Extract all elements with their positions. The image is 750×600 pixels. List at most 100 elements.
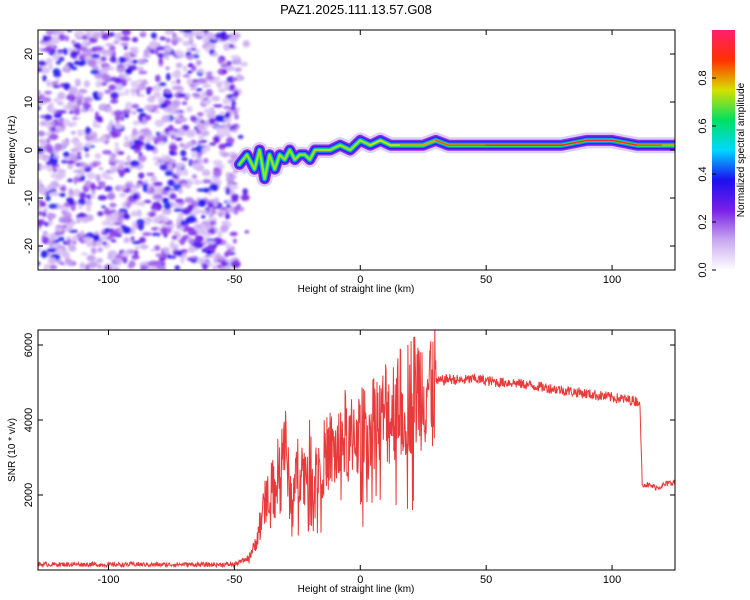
spectrogram-noise-speck [106,124,113,132]
spectrogram-noise-speck [131,92,136,97]
spectrogram-noise-speck [104,185,113,192]
spectrogram-noise-speck [38,153,42,161]
spectrogram-noise-speck [104,227,112,233]
spectrogram-noise-speck [72,157,79,163]
spectrogram-noise-speck [164,45,173,53]
spectrogram-noise-speck [85,232,95,239]
spectrogram-noise-speck [48,133,59,141]
spectrogram-noise-speck [186,105,193,113]
spectrogram-noise-speck [90,182,96,190]
snr-y-tick-label: 2000 [23,483,35,507]
spectrogram-noise-speck [88,107,95,113]
spectrogram-noise-speck [94,111,99,118]
spectrogram-noise-speck [114,124,124,130]
spectrogram-noise-speck [213,201,218,207]
spectrogram-noise-speck [52,68,61,75]
spectrogram-noise-speck [196,257,207,265]
spectrogram-noise-speck [177,212,184,219]
spectrogram-noise-speck [97,211,104,217]
spectrogram-noise-speck [118,211,125,216]
spectrogram-noise-speck [108,230,119,237]
spectrogram-noise-speck [217,230,223,238]
spectrogram-noise-speck [84,180,92,188]
spectrogram-noise-speck [47,218,53,226]
spectrogram-noise-speck [226,203,231,209]
spectrogram-noise-speck [218,88,226,93]
spectrogram-noise-speck [242,40,250,48]
spectrogram-noise-speck [130,249,135,255]
spectrogram-noise-speck [212,169,222,178]
spectrogram-noise-speck [119,159,126,167]
spectrogram-noise-speck [204,254,212,259]
spectrogram-noise-speck [48,64,53,70]
spectrogram-noise-speck [242,188,248,195]
colorbar: 0.0 0.2 0.4 0.6 0.8 Normalized spectral ampl… [697,30,747,278]
colorbar-ticks: 0.0 0.2 0.4 0.6 0.8 [697,70,716,278]
spectrogram-noise-speck [68,200,75,206]
spectrogram-noise-speck [110,262,117,270]
spectrogram-noise-speck [103,207,111,216]
spectrogram-noise-speck [163,202,172,210]
spectrogram-noise-speck [151,232,161,237]
spectrogram-noise-speck [110,239,117,243]
spectrogram-noise-speck [117,164,125,171]
spectrogram-noise-speck [171,99,181,107]
spectrogram-noise-speck [49,264,58,270]
spectrogram-noise-speck [205,250,213,255]
spectrogram-noise-speck [74,79,80,85]
spectrogram-noise-speck [214,135,220,141]
spectrogram-noise-speck [185,226,194,231]
spectrogram-noise-speck [93,120,98,125]
spectrogram-noise-speck [192,30,199,36]
spectrogram-noise-speck [167,163,174,169]
spectrogram-noise-speck [225,243,232,250]
spectrogram-band-peak [379,139,392,146]
spectrogram-noise-speck [109,202,117,208]
spectrogram-noise-speck [61,139,69,146]
spectrogram-noise-speck [126,154,131,163]
spectrogram-noise-speck [108,213,118,222]
spectrogram-noise-speck [226,122,231,129]
spectrogram-noise-speck [130,227,136,235]
spectrogram-noise-speck [177,117,188,123]
spectrogram-noise-speck [229,84,236,90]
spectrogram-noise-speck [116,66,126,73]
snr-panel: -100 -50 0 50 100 2000 4000 6000 Height of str… [7,329,676,595]
spectrogram-y-tick-label: 10 [23,96,35,108]
spectrogram-x-tick-label: -50 [226,274,242,286]
spectrogram-noise-speck [196,112,204,117]
spectrogram-noise-speck [144,114,152,121]
spectrogram-noise-speck [102,74,111,82]
spectrogram-noise-speck [68,244,77,252]
spectrogram-noise-speck [103,66,110,71]
spectrogram-noise-speck [181,101,188,106]
spectrogram-noise-speck [44,221,49,227]
spectrogram-noise-speck [44,90,53,95]
spectrogram-noise-speck [231,260,241,269]
spectrogram-noise-speck [169,158,176,164]
spectrogram-noise-speck [231,100,236,107]
spectrogram-noise-speck [38,146,43,153]
spectrogram-noise-speck [200,130,210,137]
spectrogram-noise-speck [38,185,47,194]
spectrogram-noise-speck [52,53,60,61]
spectrogram-noise-speck [203,187,211,193]
spectrogram-x-label: Height of straight line (km) [298,284,415,295]
spectrogram-noise-speck [152,265,158,270]
spectrogram-noise-speck [150,204,159,211]
spectrogram-noise-speck [45,132,51,136]
spectrogram-noise-speck [164,170,174,177]
spectrogram-noise-speck [80,252,88,256]
snr-y-tick-label: 4000 [23,408,35,432]
spectrogram-noise-speck [232,238,237,244]
spectrogram-noise-speck [123,51,132,59]
spectrogram-noise-speck [95,80,102,88]
spectrogram-noise-speck [57,118,63,124]
spectrogram-noise-speck [157,214,166,222]
spectrogram-noise-speck [65,223,74,231]
spectrogram-noise-speck [229,231,238,237]
spectrogram-noise-speck [93,30,99,35]
spectrogram-noise-speck [59,204,65,210]
snr-x-tick-label: 0 [357,574,363,586]
